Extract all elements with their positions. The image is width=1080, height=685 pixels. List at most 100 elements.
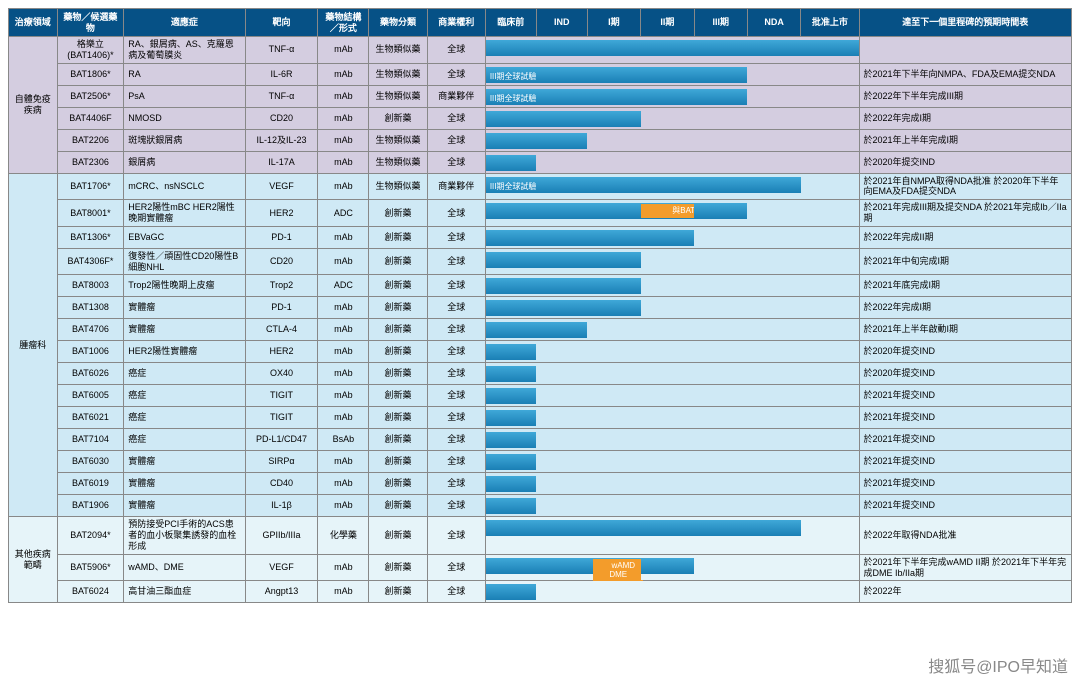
indication-cell: EBVaGC (124, 226, 245, 248)
phase-cell (694, 495, 747, 517)
indication-cell: 實體瘤 (124, 495, 245, 517)
class-cell: 創新藥 (369, 554, 427, 581)
indication-cell: Trop2陽性晚期上皮瘤 (124, 275, 245, 297)
phase-cell (485, 517, 536, 554)
phase-cell (485, 297, 536, 319)
target-cell: PD-1 (245, 297, 318, 319)
phase-cell (587, 451, 640, 473)
target-cell: IL-1β (245, 495, 318, 517)
timeline-cell: 於2022年取得NDA批准 (859, 517, 1071, 554)
class-cell: 創新藥 (369, 297, 427, 319)
phase-cell (801, 275, 859, 297)
phase-cell (536, 248, 587, 275)
timeline-cell: 於2021年提交IND (859, 407, 1071, 429)
class-cell: 創新藥 (369, 319, 427, 341)
structure-cell: mAb (318, 107, 369, 129)
progress-bar (747, 177, 800, 193)
phase-cell (536, 37, 587, 64)
phase-cell (694, 200, 747, 227)
phase-cell (641, 554, 694, 581)
phase-cell (801, 319, 859, 341)
phase-cell (801, 341, 859, 363)
progress-bar (486, 454, 536, 470)
phase-cell (694, 363, 747, 385)
phase-cell (747, 129, 800, 151)
progress-bar (641, 177, 694, 193)
progress-bar (486, 558, 536, 574)
progress-bar (536, 40, 587, 56)
phase-cell (641, 495, 694, 517)
indication-cell: NMOSD (124, 107, 245, 129)
progress-bar (536, 111, 587, 127)
progress-bar (587, 40, 640, 56)
phase-cell (485, 200, 536, 227)
drug-cell: BAT6030 (57, 451, 124, 473)
drug-cell: BAT6019 (57, 473, 124, 495)
phase-cell (587, 407, 640, 429)
class-cell: 生物類似藥 (369, 37, 427, 64)
phase-cell (747, 107, 800, 129)
indication-cell: HER2陽性實體瘤 (124, 341, 245, 363)
progress-bar (536, 278, 587, 294)
indication-cell: 實體瘤 (124, 297, 245, 319)
class-cell: 創新藥 (369, 363, 427, 385)
phase-cell (641, 363, 694, 385)
phase-cell (641, 37, 694, 64)
phase-cell (694, 451, 747, 473)
rights-cell: 全球 (427, 297, 485, 319)
phase-cell (694, 275, 747, 297)
class-cell: 生物類似藥 (369, 63, 427, 85)
progress-bar (641, 558, 694, 574)
phase-cell (587, 151, 640, 173)
phase-cell (747, 248, 800, 275)
structure-cell: BsAb (318, 429, 369, 451)
progress-bar (587, 111, 640, 127)
hdr-ind: IND (536, 9, 587, 37)
timeline-cell: 於2021年完成III期及提交NDA 於2021年完成Ib／IIa期 (859, 200, 1071, 227)
progress-bar (694, 203, 747, 219)
phase-cell (587, 429, 640, 451)
structure-cell: mAb (318, 363, 369, 385)
phase-cell (801, 385, 859, 407)
progress-bar (587, 67, 640, 83)
progress-bar (694, 67, 747, 83)
phase-cell (587, 173, 640, 200)
phase-cell (747, 173, 800, 200)
class-cell: 創新藥 (369, 495, 427, 517)
phase-cell (641, 319, 694, 341)
phase-cell (485, 341, 536, 363)
structure-cell: mAb (318, 495, 369, 517)
indication-cell: 復發性／頑固性CD20陽性B細胞NHL (124, 248, 245, 275)
target-cell: TIGIT (245, 407, 318, 429)
class-cell: 生物類似藥 (369, 129, 427, 151)
phase-cell (694, 129, 747, 151)
class-cell: 創新藥 (369, 248, 427, 275)
phase-cell (747, 495, 800, 517)
hdr-area: 治療領域 (9, 9, 58, 37)
hdr-p3: III期 (694, 9, 747, 37)
phase-cell (801, 297, 859, 319)
phase-cell (747, 151, 800, 173)
phase-cell (801, 107, 859, 129)
structure-cell: mAb (318, 341, 369, 363)
structure-cell: mAb (318, 248, 369, 275)
progress-bar (536, 177, 587, 193)
progress-bar (486, 366, 536, 382)
drug-cell: BAT4306F* (57, 248, 124, 275)
class-cell: 創新藥 (369, 473, 427, 495)
class-cell: 創新藥 (369, 226, 427, 248)
rights-cell: 全球 (427, 517, 485, 554)
progress-bar (536, 133, 587, 149)
structure-cell: mAb (318, 129, 369, 151)
phase-cell (641, 63, 694, 85)
progress-bar (486, 133, 536, 149)
pipeline-table: 治療領域藥物／候選藥物適應症靶向藥物結構／形式藥物分類商業權利臨床前INDI期I… (8, 8, 1072, 603)
rights-cell: 全球 (427, 129, 485, 151)
rights-cell: 全球 (427, 226, 485, 248)
phase-cell (694, 429, 747, 451)
indication-cell: RA (124, 63, 245, 85)
structure-cell: mAb (318, 319, 369, 341)
target-cell: CD20 (245, 107, 318, 129)
progress-bar (486, 584, 536, 600)
drug-cell: 格樂立(BAT1406)* (57, 37, 124, 64)
